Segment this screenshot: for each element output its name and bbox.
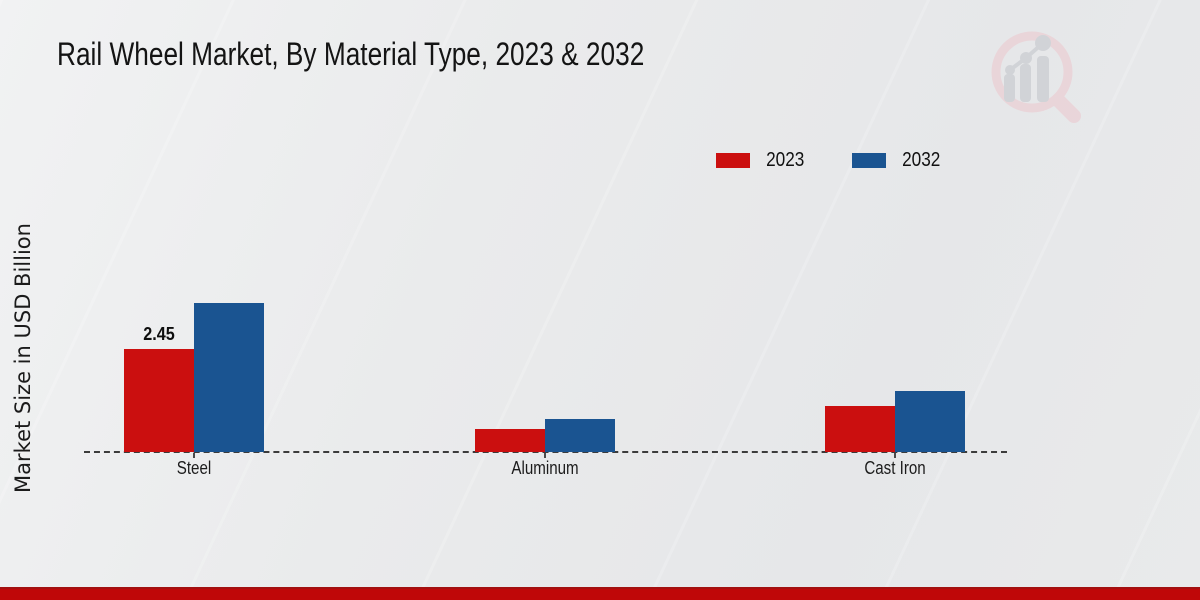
category-label-cast-iron: Cast Iron	[864, 458, 926, 478]
chart-title: Rail Wheel Market, By Material Type, 202…	[57, 36, 645, 72]
x-axis-tick	[193, 453, 195, 458]
legend-label: 2023	[766, 149, 805, 171]
legend-swatch-2032	[851, 153, 886, 168]
legend-item-2032: 2032	[851, 149, 944, 172]
y-axis-label: Market Size in USD Billion	[11, 223, 35, 493]
x-axis-tick	[544, 453, 546, 458]
category-label-steel: Steel	[176, 458, 212, 478]
bar-steel-2023	[124, 349, 194, 452]
bar-aluminum-2023	[475, 429, 545, 452]
bar-steel-2032	[194, 303, 264, 452]
chart-legend: 2023 2032	[716, 149, 943, 172]
x-axis-baseline	[84, 451, 1007, 453]
bar-value-label: 2.45	[143, 324, 175, 344]
legend-item-2023: 2023	[716, 149, 808, 172]
legend-label: 2032	[901, 149, 940, 171]
x-axis-tick	[894, 453, 896, 458]
bar-cast-iron-2032	[895, 391, 965, 452]
footer-band	[0, 587, 1200, 600]
category-label-aluminum: Aluminum	[511, 458, 579, 478]
legend-swatch-2023	[716, 153, 750, 168]
magnifier-bar-chart-logo-icon	[991, 31, 1081, 123]
bar-cast-iron-2023	[825, 406, 895, 452]
bar-aluminum-2032	[545, 419, 615, 452]
